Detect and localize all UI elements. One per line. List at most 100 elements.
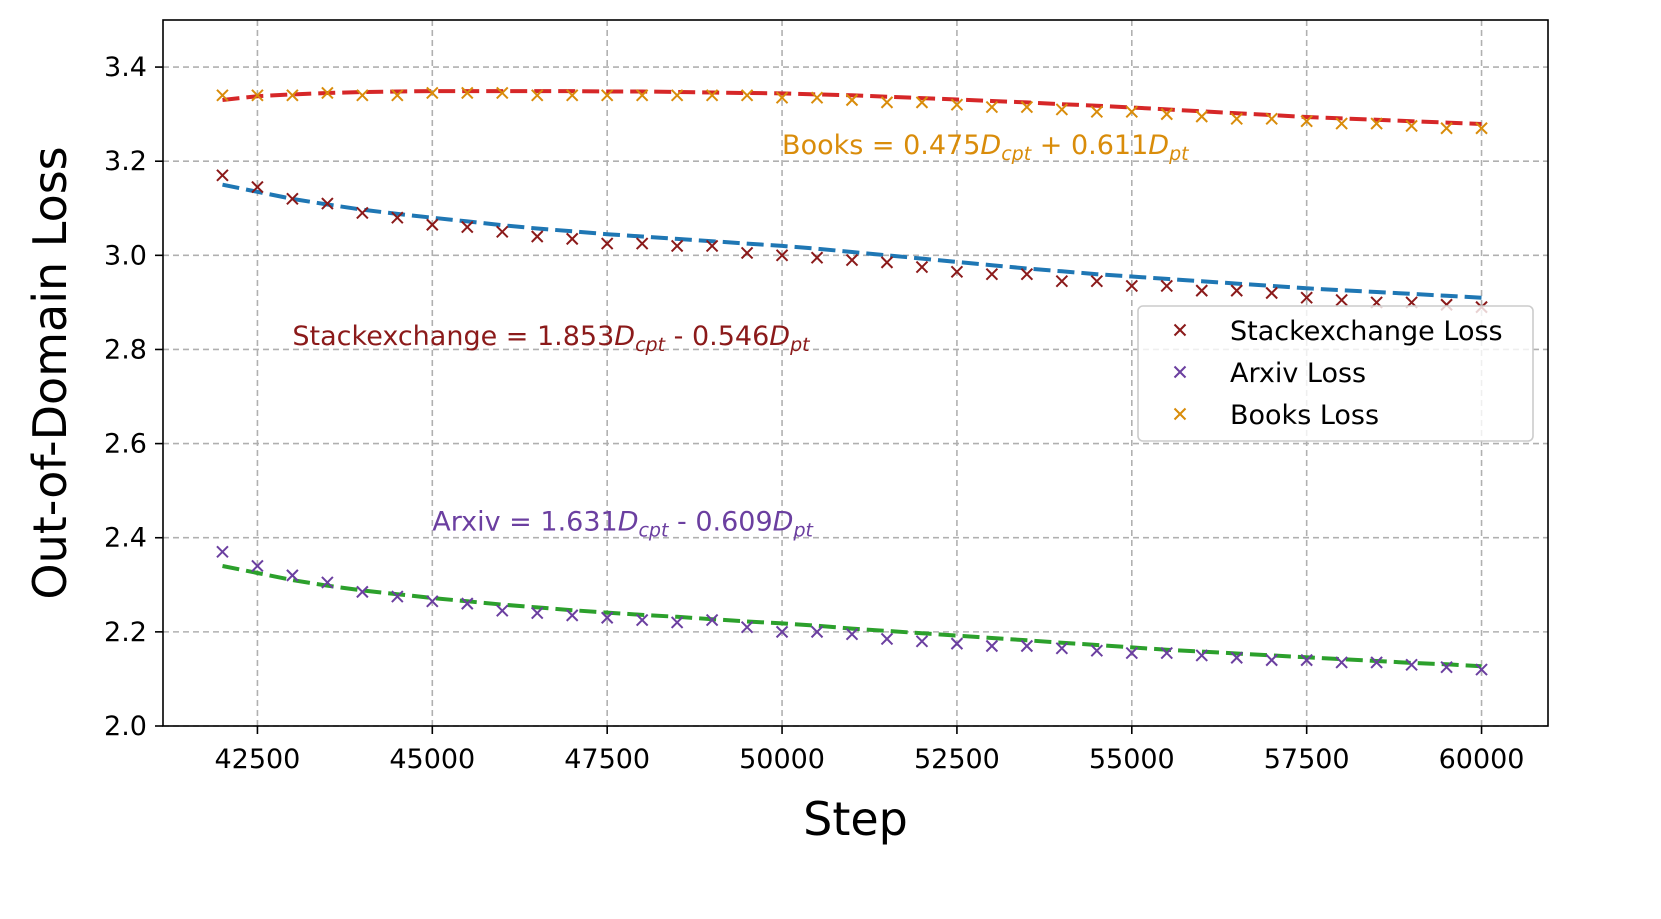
data-point [1230,284,1243,297]
data-point [286,569,299,582]
data-point [985,267,999,281]
data-point [321,197,334,210]
data-point [286,89,299,102]
data-point [1160,646,1173,660]
data-point [461,86,474,100]
data-point [1230,651,1243,664]
data-point [1125,279,1139,293]
data-point [565,232,579,246]
data-point [600,611,614,624]
x-axis: 42500 45000 47500 50000 52500 55000 57500 60000 [214,726,1525,775]
x-tick-label: 50000 [739,744,825,775]
data-point [356,206,369,220]
data-point [1370,656,1383,669]
data-point [1090,644,1104,657]
data-point [1020,639,1034,653]
data-point [670,89,684,102]
data-point [915,635,929,648]
data-point [356,89,369,102]
data-point [391,89,404,102]
data-point [216,89,229,102]
data-point [1195,649,1208,662]
data-point [496,225,509,239]
data-point [635,613,649,627]
data-point [1020,267,1034,281]
data-point [705,239,719,253]
data-point [1300,291,1313,304]
data-point [670,616,684,629]
data-point [1055,642,1069,655]
data-point [810,625,824,639]
data-point [845,253,859,267]
annotation-arxiv: Arxiv = 1.631Dcpt - 0.609Dpt [432,507,814,542]
fit-line [222,182,1482,300]
data-point [391,211,404,224]
data-point [1125,646,1139,660]
data-point [880,96,894,109]
y-tick-label: 2.4 [104,523,147,554]
fit-line [222,564,1482,669]
data-point [810,251,824,264]
y-tick-label: 2.6 [104,429,147,460]
data-point [775,91,789,104]
plot-frame [162,19,1549,727]
annotation-books: Books = 0.475Dcpt + 0.611Dpt [782,130,1190,165]
data-point [915,96,929,109]
legend-box [1137,305,1534,442]
data-point [1055,103,1069,116]
data-point [251,89,264,102]
data-point [705,613,719,627]
fit-line [222,89,1482,126]
data-point [950,265,964,279]
data-point [880,256,894,269]
data-point [1090,275,1104,288]
data-point [461,220,474,234]
data-point [1160,279,1173,293]
data-point [391,590,404,603]
legend-label: Books Loss [1230,400,1379,431]
data-point [880,632,894,646]
data-point [321,86,334,100]
y-tick-label: 3.4 [104,52,147,83]
annotations: Books = 0.475Dcpt + 0.611Dpt Stackexchang… [292,130,1190,542]
y-axis-title: Out-of-Domain Loss [23,146,77,599]
data-point [740,246,754,260]
data-point [635,237,649,250]
y-tick-label: 3.0 [104,240,147,271]
data-point [251,559,264,573]
data-point [496,604,509,617]
data-point [775,249,789,262]
data-point [531,89,544,102]
data-point [531,606,544,620]
data-point [1230,112,1243,126]
data-point [950,98,964,111]
data-point [1405,119,1418,133]
legend-item: Books Loss [1173,400,1379,431]
data-point [1160,107,1173,121]
data-point [1300,653,1313,667]
data-point [635,89,649,102]
data-point [1265,112,1278,126]
data-point [531,230,544,243]
data-point [1265,286,1278,300]
legend-item: Arxiv Loss [1173,358,1366,389]
data-point [1475,663,1488,676]
data-markers [216,86,1488,676]
data-point [915,260,929,274]
data-point [496,86,509,100]
data-point [1405,658,1418,672]
legend: Stackexchange Loss Arxiv Loss Books Loss [1137,305,1534,442]
x-tick-label: 47500 [564,744,650,775]
data-point [670,239,684,253]
data-point [1265,653,1278,667]
data-point [740,89,754,102]
legend-label: Arxiv Loss [1230,358,1366,389]
data-point [740,620,754,634]
x-tick-label: 60000 [1439,744,1525,775]
data-point [1020,100,1034,114]
data-point [216,169,229,182]
x-tick-label: 52500 [914,744,1000,775]
data-point [1370,117,1383,130]
x-tick-label: 42500 [214,744,300,775]
data-point [426,218,439,231]
